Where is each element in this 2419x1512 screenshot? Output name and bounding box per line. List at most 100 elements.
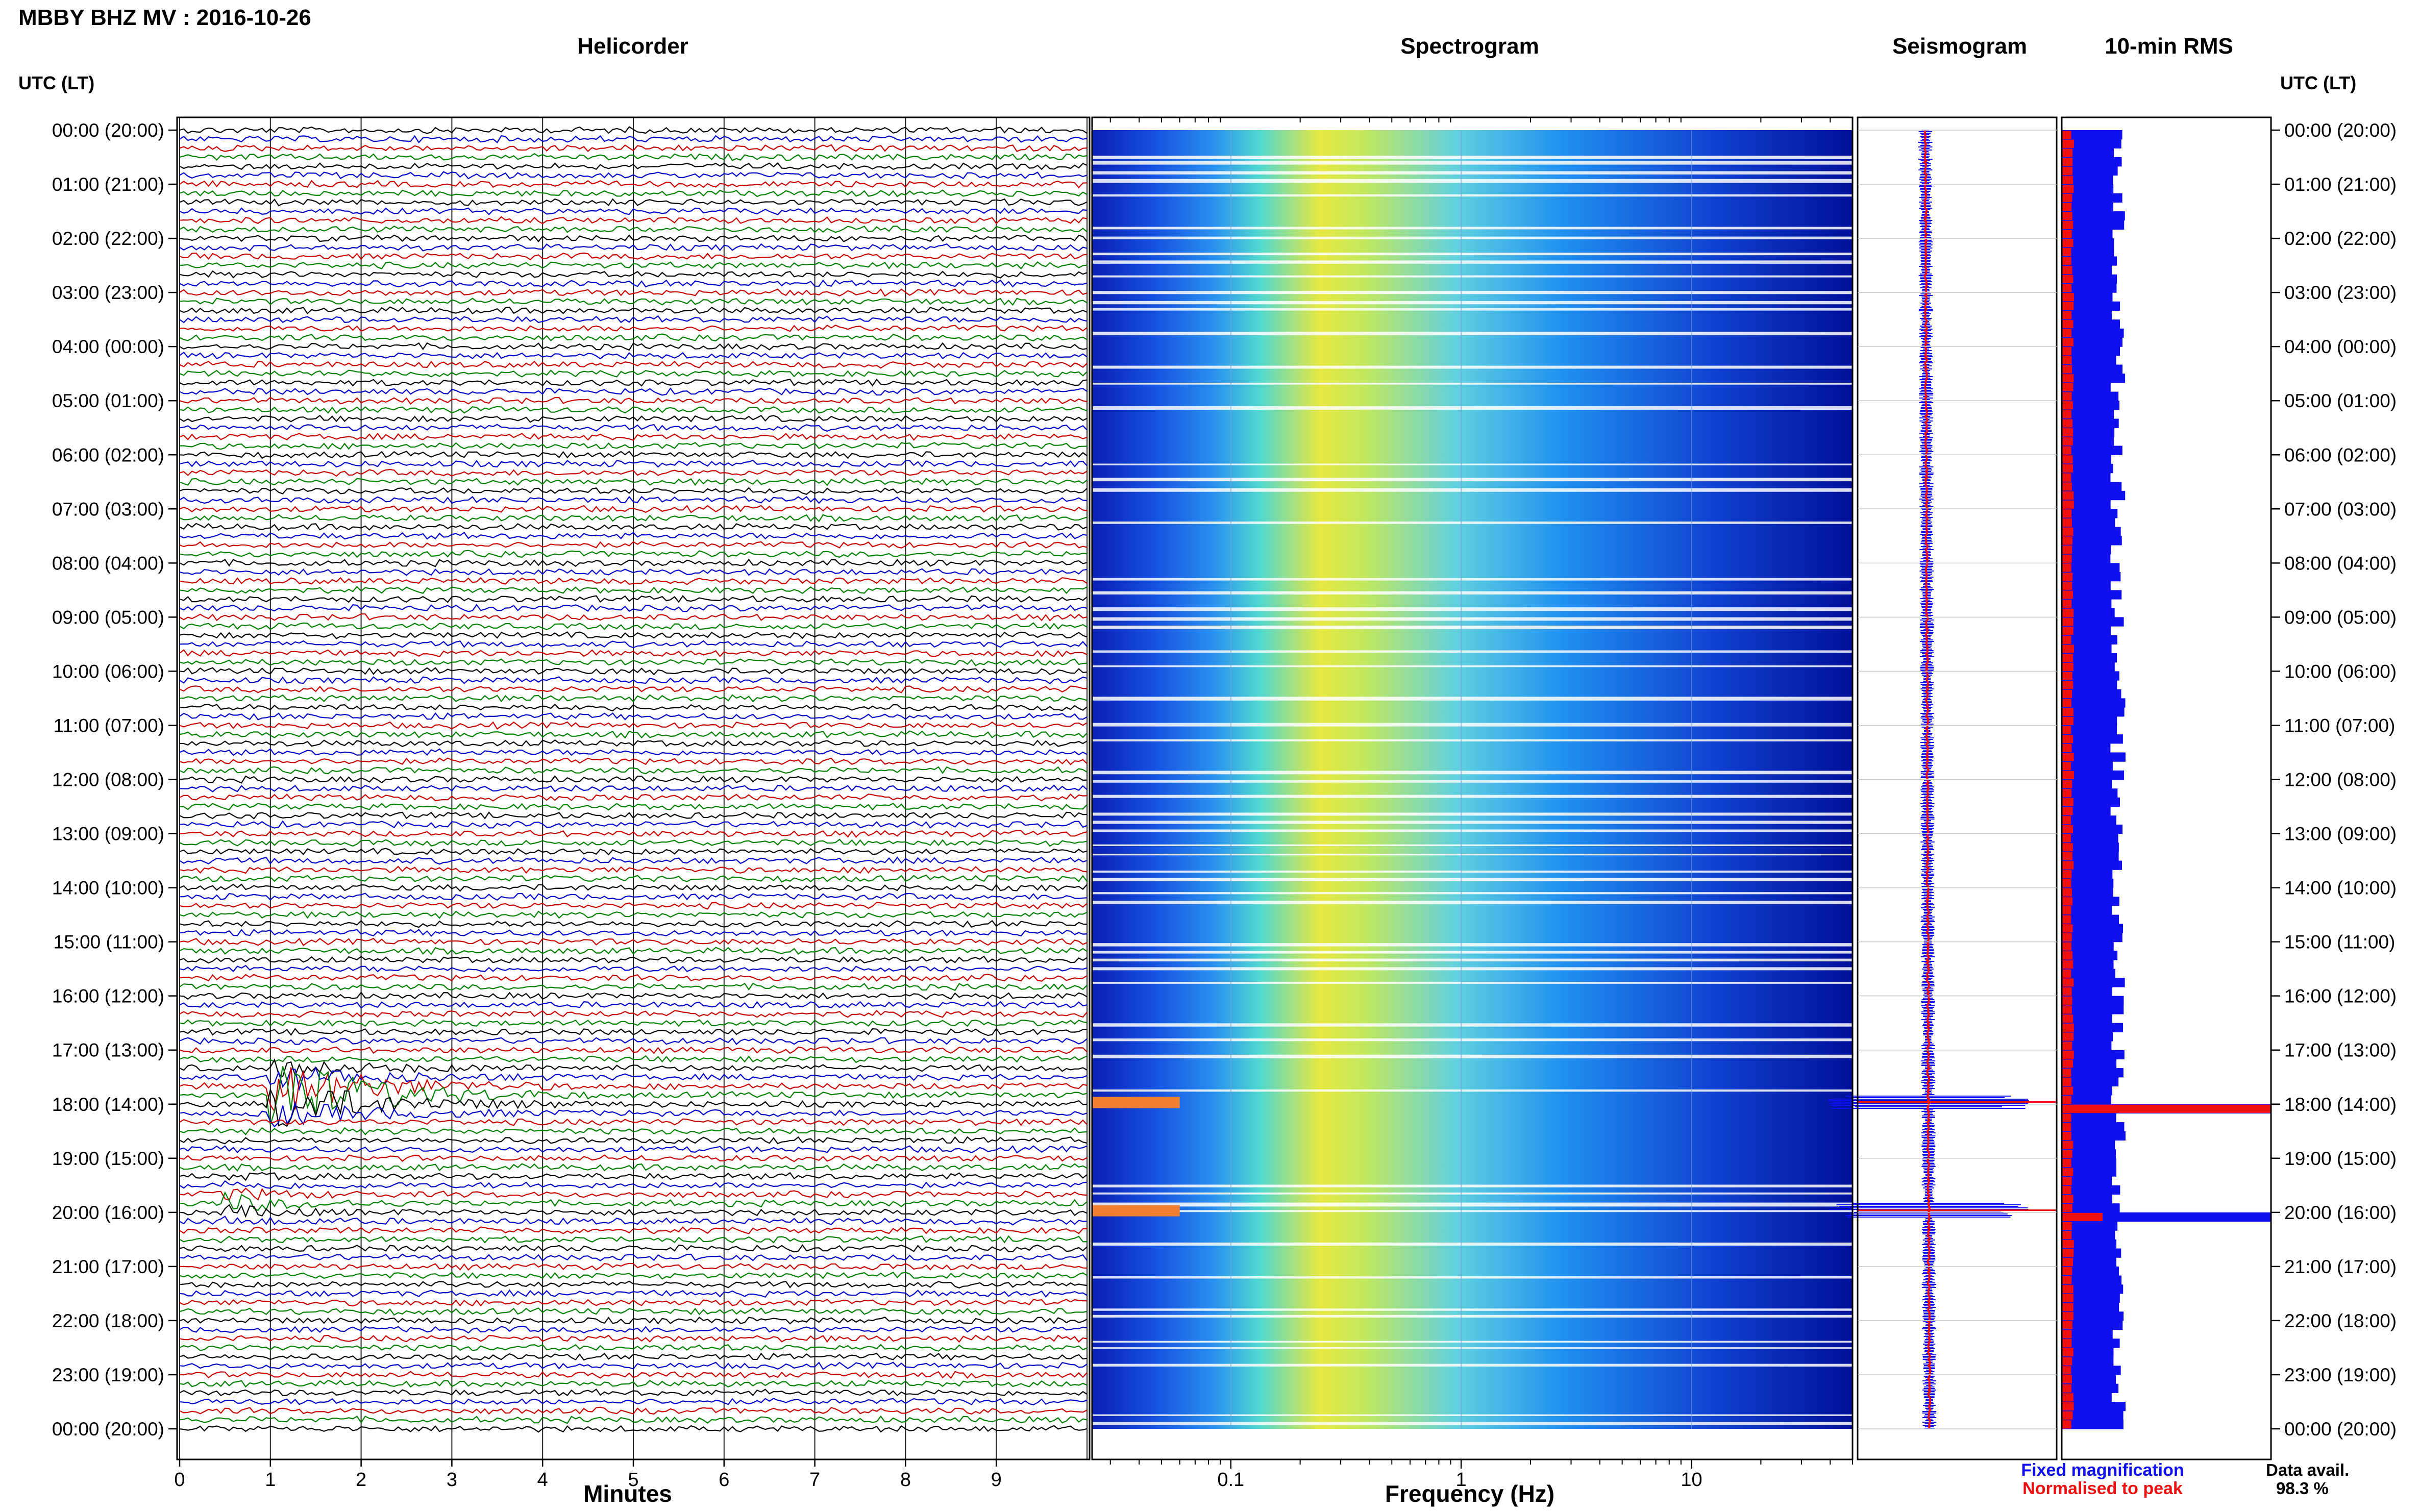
helicorder-trace <box>179 451 1088 459</box>
rms-normalised-bar <box>2062 193 2072 202</box>
helicorder-trace <box>179 1334 1088 1343</box>
rms-fixed-bar <box>2062 455 2111 464</box>
frequency-tick-label: 10 <box>1681 1469 1702 1491</box>
rms-normalised-bar <box>2062 969 2071 978</box>
rms-fixed-bar <box>2062 1176 2112 1186</box>
helicorder-trace <box>179 1325 1088 1334</box>
rms-normalised-bar <box>2062 743 2072 752</box>
hour-label-right: 01:00 (21:00) <box>2284 174 2397 195</box>
rms-fixed-bar <box>2062 418 2119 428</box>
rms-fixed-bar <box>2062 770 2125 780</box>
rms-fixed-bar <box>2062 1068 2124 1078</box>
hour-label-left: 15:00 (11:00) <box>54 932 164 953</box>
rms-normalised-bar <box>2062 356 2072 365</box>
helicorder-trace <box>179 387 1088 396</box>
hour-label-left: 20:00 (16:00) <box>52 1202 164 1223</box>
rms-normalised-bar <box>2062 627 2074 635</box>
frequency-axis-label: Frequency (Hz) <box>1385 1480 1555 1507</box>
helicorder-trace <box>179 1307 1088 1316</box>
helicorder-trace <box>179 369 1088 378</box>
helicorder-trace <box>179 1066 1088 1126</box>
helicorder-trace <box>179 144 1088 153</box>
helicorder-trace <box>179 505 1088 513</box>
helicorder-trace <box>179 432 1088 441</box>
rms-normalised-bar <box>2062 275 2074 283</box>
helicorder-trace <box>179 1235 1088 1244</box>
hour-label-left: 18:00 (14:00) <box>52 1094 164 1115</box>
rms-normalised-bar <box>2062 762 2071 771</box>
helicorder-trace <box>179 793 1088 802</box>
helicorder-trace <box>179 865 1088 874</box>
hour-label-right: 04:00 (00:00) <box>2284 336 2397 357</box>
helicorder-trace <box>179 325 1088 332</box>
hour-label-right: 08:00 (04:00) <box>2284 553 2397 574</box>
helicorder-trace <box>179 595 1088 603</box>
rms-normalised-bar <box>2062 1212 2103 1222</box>
hour-label-left: 12:00 (08:00) <box>52 770 164 790</box>
rms-normalised-bar <box>2062 1195 2074 1203</box>
rms-normalised-bar <box>2062 635 2071 644</box>
rms-fixed-bar <box>2062 626 2111 636</box>
rms-normalised-bar <box>2062 735 2074 743</box>
helicorder-trace <box>179 1037 1088 1046</box>
helicorder-trace <box>179 1027 1088 1036</box>
helicorder-trace <box>179 279 1088 288</box>
rms-fixed-bar <box>2062 1383 2119 1393</box>
rms-normalised-bar <box>2062 401 2073 410</box>
rms-fixed-bar <box>2062 887 2113 897</box>
rms-fixed-bar <box>2062 599 2112 609</box>
hour-label-left: 00:00 (20:00) <box>52 1419 164 1440</box>
hour-label-right: 11:00 (07:00) <box>2284 715 2395 736</box>
helicorder-trace <box>179 631 1088 639</box>
rms-normalised-bar <box>2062 1123 2071 1131</box>
helicorder-trace <box>179 378 1088 387</box>
rms-normalised-bar <box>2062 1141 2074 1149</box>
hour-label-right: 07:00 (03:00) <box>2284 499 2397 519</box>
rms-fixed-bar <box>2062 436 2114 447</box>
rms-normalised-bar <box>2062 148 2073 157</box>
rms-fixed-bar <box>2062 842 2119 852</box>
rms-fixed-bar <box>2062 617 2124 627</box>
rms-fixed-bar <box>2062 860 2122 870</box>
helicorder-trace <box>179 1118 1088 1126</box>
rms-normalised-bar <box>2062 302 2074 310</box>
rms-fixed-bar <box>2062 184 2114 194</box>
rms-normalised-bar <box>2062 374 2074 383</box>
hour-label-right: 12:00 (08:00) <box>2284 770 2397 790</box>
rms-fixed-bar <box>2062 870 2113 879</box>
rms-fixed-bar <box>2062 1086 2112 1096</box>
rms-fixed-bar <box>2062 689 2121 699</box>
rms-normalised-bar <box>2062 527 2074 536</box>
helicorder-trace <box>179 342 1088 351</box>
helicorder-trace <box>179 947 1088 955</box>
spectrogram-title: Spectrogram <box>1400 34 1539 59</box>
rms-fixed-bar <box>2062 1275 2122 1285</box>
rms-fixed-bar <box>2062 1212 2271 1222</box>
helicorder-trace <box>179 1271 1088 1280</box>
helicorder-trace <box>179 1180 1088 1189</box>
rms-fixed-bar <box>2062 1284 2124 1294</box>
rms-fixed-bar <box>2062 346 2120 356</box>
helicorder-trace <box>179 784 1088 792</box>
rms-fixed-bar <box>2062 1230 2115 1240</box>
hour-label-left: 19:00 (15:00) <box>52 1148 164 1169</box>
rms-normalised-bar <box>2062 708 2074 716</box>
helicorder-trace <box>179 1371 1088 1379</box>
rms-normalised-bar <box>2062 220 2074 229</box>
helicorder-trace <box>179 495 1088 504</box>
rms-fixed-bar <box>2062 806 2111 816</box>
helicorder-trace <box>179 1388 1088 1397</box>
hour-label-left: 07:00 (03:00) <box>52 499 164 519</box>
hour-label-left: 16:00 (12:00) <box>52 986 164 1007</box>
rms-normalised-bar <box>2062 942 2071 951</box>
helicorder-trace <box>179 811 1088 820</box>
rms-fixed-bar <box>2062 1257 2116 1267</box>
rms-normalised-bar <box>2062 419 2073 428</box>
panel-frame <box>1091 116 1854 1460</box>
rms-fixed-bar <box>2062 1140 2115 1150</box>
hour-label-left: 17:00 (13:00) <box>52 1040 164 1061</box>
rms-fixed-bar <box>2062 734 2123 744</box>
rms-normalised-bar <box>2062 1005 2072 1014</box>
rms-fixed-bar <box>2062 1095 2111 1105</box>
